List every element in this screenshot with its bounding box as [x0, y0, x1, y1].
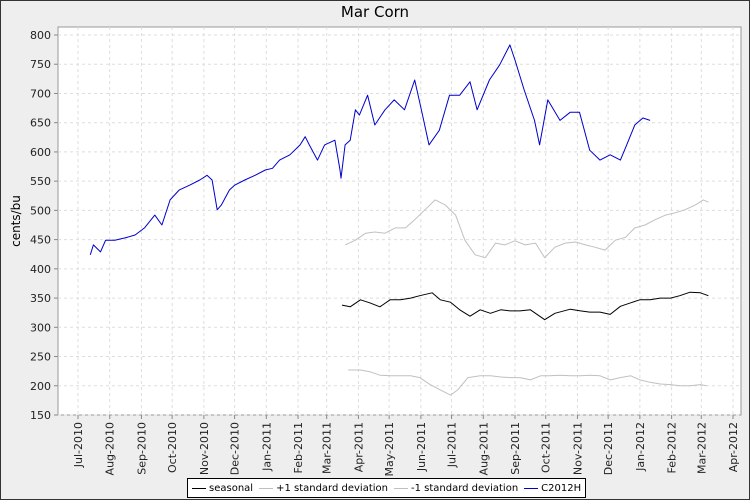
legend: seasonal +1 standard deviation -1 standa…: [187, 478, 587, 498]
y-tick-label: 450: [30, 234, 51, 247]
x-tick-label: Feb-2011: [292, 422, 305, 473]
y-axis-label: cents/bu: [9, 195, 23, 247]
series-line-seasonal: [341, 291, 709, 321]
x-axis-ticks: Jul-2010 Aug-2010 Sep-2010 Oct-2010 Nov-2010…: [72, 415, 740, 477]
legend-swatch: [394, 487, 408, 489]
x-tick-label: Apr-2012: [727, 422, 740, 472]
gridlines: [58, 27, 741, 416]
x-tick-label: Oct-2010: [166, 422, 179, 473]
x-tick-label: Jul-2011: [446, 422, 459, 468]
y-tick-label: 600: [30, 146, 51, 159]
legend-swatch: [259, 487, 274, 489]
x-tick-label: Mar-2012: [695, 422, 708, 474]
y-tick-label: 750: [30, 58, 51, 71]
y-tick-label: 550: [30, 175, 51, 188]
legend-label: C2012H: [541, 482, 582, 494]
x-tick-label: Aug-2010: [104, 422, 117, 475]
y-tick-label: 150: [30, 409, 51, 422]
legend-label: seasonal: [209, 482, 254, 494]
legend-swatch: [524, 487, 539, 489]
x-tick-label: Aug-2011: [477, 422, 490, 475]
legend-swatch: [192, 487, 206, 489]
x-tick-label: Sep-2011: [509, 422, 522, 475]
legend-label: +1 standard deviation: [276, 482, 388, 494]
x-tick-label: Feb-2012: [666, 422, 679, 473]
x-tick-label: Jan-2011: [260, 422, 273, 472]
y-tick-label: 200: [30, 380, 51, 393]
y-tick-label: 650: [30, 117, 51, 130]
x-tick-label: May-2011: [383, 422, 396, 477]
x-tick-label: Nov-2011: [571, 422, 584, 475]
x-tick-label: Nov-2010: [198, 422, 211, 475]
x-tick-label: Dec-2010: [229, 422, 242, 475]
y-tick-label: 300: [30, 321, 51, 334]
legend-item-c2012h: C2012H: [524, 483, 581, 494]
x-tick-label: Apr-2011: [352, 422, 365, 472]
x-tick-label: Jun-2011: [415, 422, 428, 472]
x-tick-label: Mar-2011: [321, 422, 334, 474]
x-tick-label: Sep-2010: [135, 422, 148, 475]
series-lines: [89, 44, 709, 396]
series-line--1-standard-deviation: [344, 199, 709, 259]
x-tick-label: Oct-2011: [540, 422, 553, 473]
y-tick-label: 500: [30, 204, 51, 217]
legend-item-minus-1-sd: -1 standard deviation: [394, 483, 518, 494]
series-line--1-standard-deviation: [348, 369, 707, 396]
legend-item-seasonal: seasonal: [192, 483, 253, 494]
y-axis-ticks: 150 200 250 300 350 400 450 500 550 600 650 700 750 8…: [30, 29, 58, 422]
x-tick-label: Jan-2012: [634, 422, 647, 472]
y-tick-label: 350: [30, 292, 51, 305]
y-tick-label: 250: [30, 351, 51, 364]
y-tick-label: 400: [30, 263, 51, 276]
legend-label: -1 standard deviation: [411, 482, 519, 494]
chart-title: Mar Corn: [341, 3, 409, 21]
y-tick-label: 700: [30, 87, 51, 100]
y-tick-label: 800: [30, 29, 51, 42]
x-tick-label: Dec-2011: [602, 422, 615, 475]
series-line-c2012h: [89, 44, 651, 255]
legend-item-plus-1-sd: +1 standard deviation: [259, 483, 388, 494]
x-tick-label: Jul-2010: [72, 422, 85, 468]
